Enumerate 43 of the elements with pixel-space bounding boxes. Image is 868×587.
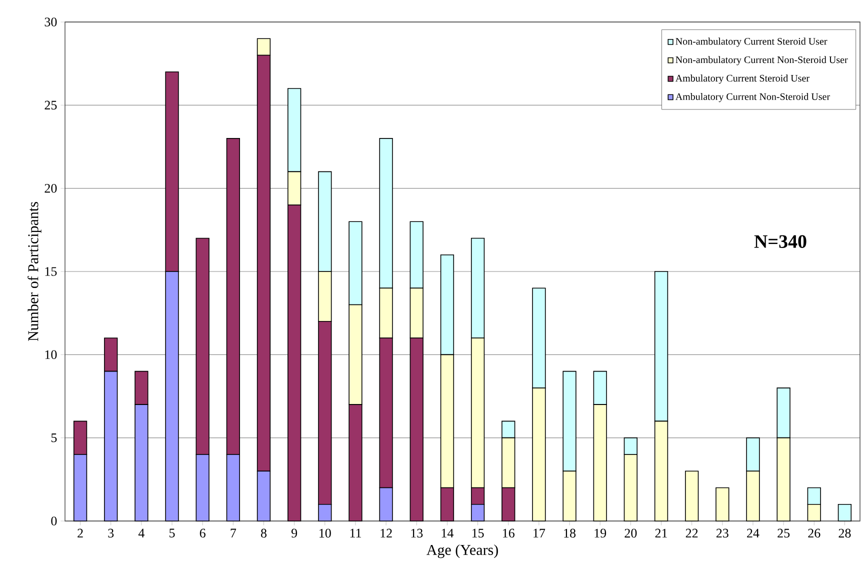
x-tick-label: 11: [350, 528, 361, 538]
x-axis-title: Age (Years): [426, 544, 498, 558]
y-axis-title: Number of Participants: [28, 202, 42, 342]
x-tick-label: 19: [594, 528, 606, 538]
y-tick-label: 15: [45, 267, 57, 276]
x-tick-label: 6: [200, 528, 206, 538]
x-tick-label: 5: [170, 528, 175, 538]
x-tick-label: 10: [320, 528, 331, 538]
y-tick-label: 25: [44, 100, 57, 110]
x-tick-label: 24: [747, 528, 760, 538]
x-tick-label: 15: [472, 528, 484, 538]
x-tick-label: 13: [411, 528, 423, 538]
legend-label: Ambulatory Current Non-Steroid User: [675, 92, 830, 102]
x-tick-label: 23: [716, 528, 728, 538]
y-tick-label: 5: [51, 434, 57, 442]
x-tick-label: 8: [261, 528, 267, 538]
annotation: N=340: [754, 235, 806, 248]
legend-label: Ambulatory Current Steroid User: [675, 74, 810, 84]
x-tick-label: 21: [655, 528, 667, 538]
bar: [838, 504, 852, 522]
x-tick-label: 7: [230, 528, 236, 538]
y-tick-label: 20: [44, 184, 57, 193]
x-tick-label: 12: [380, 528, 392, 538]
x-tick-label: 14: [442, 528, 454, 538]
x-tick-label: 2: [78, 528, 83, 538]
y-tick-label: 0: [51, 516, 57, 526]
x-tick-label: 26: [808, 528, 820, 538]
x-tick-label: 4: [138, 528, 144, 538]
x-tick-label: 18: [564, 528, 576, 538]
x-tick-label: 28: [838, 528, 851, 538]
bar: [716, 487, 730, 522]
x-tick-label: 25: [778, 528, 790, 538]
x-tick-label: 20: [624, 528, 637, 538]
x-tick-label: 9: [292, 528, 298, 538]
x-tick-label: 22: [686, 528, 698, 538]
bar: [685, 470, 699, 522]
legend-label: Non-ambulatory Current Steroid User: [676, 38, 828, 47]
x-tick-label: 17: [534, 528, 546, 538]
x-tick-label: 16: [503, 528, 514, 538]
legend-label: Non-ambulatory Current Non-Steroid User: [676, 56, 848, 66]
x-tick-label: 3: [108, 528, 114, 538]
y-tick-label: 10: [45, 350, 57, 360]
y-tick-label: 30: [44, 18, 57, 26]
